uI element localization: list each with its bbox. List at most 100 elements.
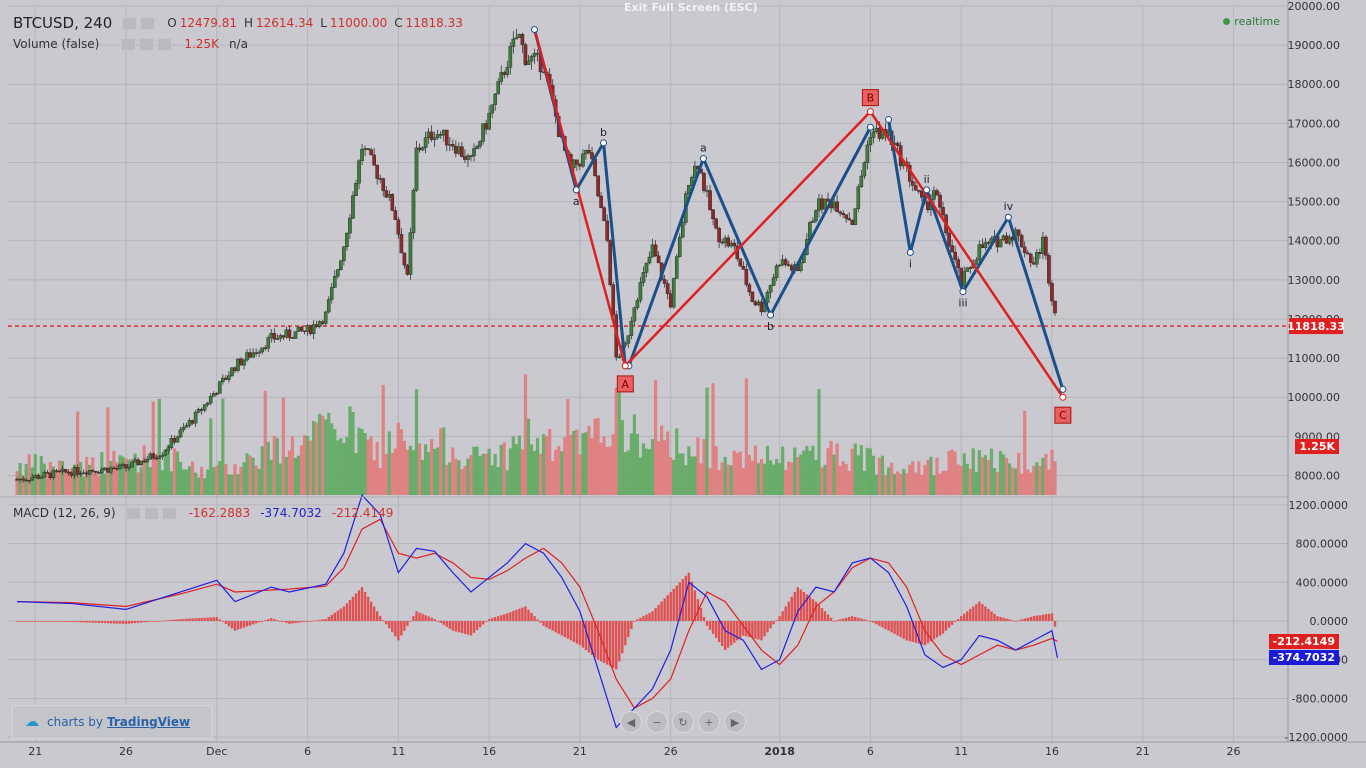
volume-bar (502, 442, 506, 495)
reset-icon[interactable]: ↻ (672, 711, 694, 733)
volume-bar (166, 444, 170, 495)
macd-histogram-bar (242, 621, 246, 628)
volume-bar (877, 457, 882, 495)
macd-histogram-bar (52, 621, 55, 622)
candle-body (514, 37, 519, 40)
signal-line (17, 518, 1058, 709)
macd-histogram-bar (675, 585, 678, 621)
volume-bar (575, 429, 579, 495)
candle-body (287, 329, 292, 338)
price-tick-label: 15000.00 (1288, 196, 1341, 209)
candle-body (702, 172, 706, 191)
macd-histogram-bar (581, 621, 585, 648)
candle-body (381, 178, 386, 191)
volume-bar (656, 441, 661, 495)
macd-histogram-bar (953, 621, 957, 622)
candle-body (184, 425, 189, 428)
candle-body (438, 134, 443, 136)
volume-bar (802, 450, 806, 495)
scroll-right-icon[interactable]: ▶ (724, 711, 746, 733)
candle-body (529, 56, 534, 62)
macd-histogram-bar (699, 608, 703, 621)
volume-bar (215, 465, 219, 495)
wave-label: b (600, 126, 607, 139)
candle-body (411, 190, 416, 233)
volume-bar (765, 445, 770, 495)
volume-bar (557, 446, 561, 495)
volume-bar (914, 472, 918, 495)
volume-bar (811, 445, 815, 495)
macd-histogram-bar (808, 596, 812, 621)
volume-bar (717, 469, 721, 495)
volume-bar (862, 470, 866, 495)
wave-label: i (909, 257, 912, 270)
volume-bar (60, 461, 65, 495)
macd-histogram-bar (142, 621, 146, 623)
macd-histogram-bar (500, 615, 503, 621)
macd-histogram-bar (863, 619, 866, 621)
volume-bar (411, 450, 416, 495)
volume-value: 1.25K (184, 37, 219, 51)
macd-histogram-bar (227, 621, 231, 627)
wave-point (866, 123, 874, 131)
candle-body (711, 209, 715, 220)
zoom-out-icon[interactable]: − (646, 711, 668, 733)
candle-body (384, 190, 389, 198)
volume-bar (324, 419, 328, 495)
volume-bar (962, 453, 966, 495)
candle-body (36, 475, 41, 479)
macd-histogram-bar (745, 621, 748, 637)
volume-bar (865, 447, 869, 495)
volume-bar (720, 462, 724, 495)
macd-histogram-bar (742, 621, 745, 636)
x-tick-label: 26 (664, 745, 678, 758)
macd-histogram-bar (212, 617, 215, 621)
macd-histogram-bar (751, 621, 754, 638)
candle-body (136, 459, 140, 466)
volume-bar (823, 464, 827, 495)
candle-body (1044, 236, 1048, 256)
volume-bar (868, 448, 873, 495)
candle-body (214, 393, 219, 395)
candle-body (24, 479, 28, 482)
macd-histogram-bar (291, 621, 294, 624)
candle-body (278, 335, 283, 339)
symbol-buttons[interactable] (122, 16, 156, 30)
x-tick-label: 11 (391, 745, 405, 758)
macd-histogram-bar (618, 621, 621, 662)
wave-point (699, 155, 707, 163)
candle-body (478, 141, 482, 147)
macd-buttons[interactable] (125, 506, 177, 520)
candle-body (644, 262, 649, 273)
candle-body (151, 453, 156, 459)
tradingview-branding[interactable]: ☁ charts by TradingView (12, 705, 212, 739)
macd-histogram-bar (651, 611, 654, 621)
branding-link[interactable]: TradingView (106, 715, 191, 729)
scroll-left-icon[interactable]: ◀ (620, 711, 642, 733)
macd-histogram-bar (733, 621, 736, 643)
macd-histogram-bar (194, 618, 197, 621)
volume-bar (408, 445, 413, 495)
candle-body (1007, 236, 1012, 244)
candle-body (84, 472, 89, 475)
candle-body (63, 468, 68, 473)
candle-body (520, 34, 525, 45)
macd-histogram-bar (357, 590, 361, 621)
candle-body (145, 459, 149, 463)
candle-body (296, 326, 301, 332)
macd-histogram-bar (981, 604, 984, 621)
macd-histogram-bar (354, 593, 358, 621)
volume-bar (793, 447, 797, 495)
zoom-in-icon[interactable]: + (698, 711, 720, 733)
volume-bar (106, 407, 110, 495)
macd-histogram-bar (702, 616, 706, 621)
macd-histogram-bar (775, 620, 778, 621)
macd-histogram-bar (557, 621, 560, 634)
volume-bar (475, 446, 479, 495)
exit-fullscreen-button[interactable]: Exit Full Screen (ESC) (624, 1, 758, 14)
volume-bar (923, 464, 927, 495)
candle-body (199, 409, 204, 411)
volume-buttons[interactable] (121, 37, 173, 51)
volume-bar (203, 478, 207, 495)
